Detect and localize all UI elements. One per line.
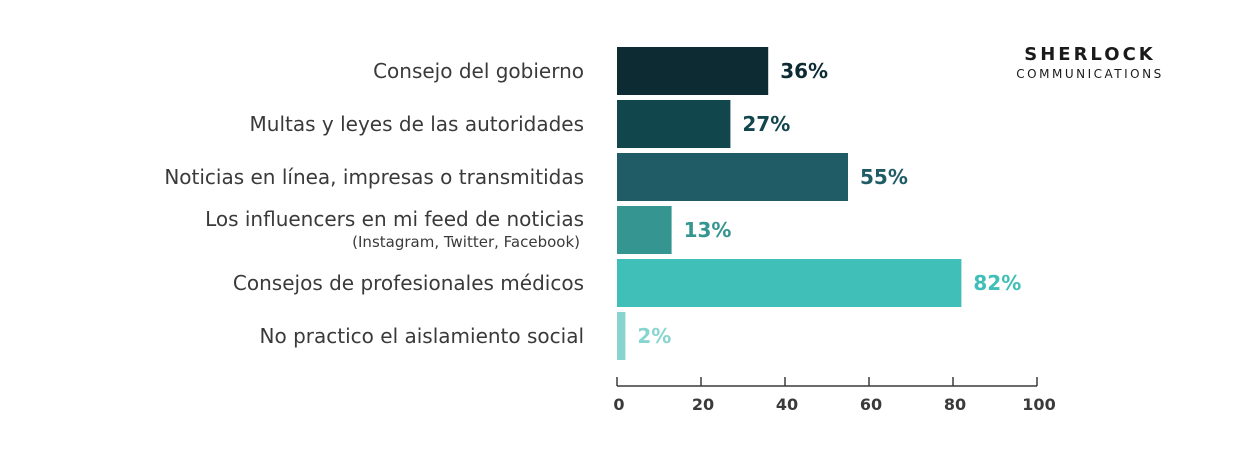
- logo-line2: COMMUNICATIONS: [1016, 67, 1164, 81]
- x-tick-label: 0: [613, 395, 624, 414]
- category-label: Consejos de profesionales médicos: [233, 271, 584, 295]
- value-label: 82%: [973, 271, 1021, 295]
- bar: [617, 312, 626, 360]
- x-tick-label: 40: [776, 395, 798, 414]
- bar: [617, 206, 672, 254]
- category-sublabel: (Instagram, Twitter, Facebook): [352, 233, 580, 251]
- category-label: No practico el aislamiento social: [260, 324, 584, 348]
- x-tick-label: 80: [944, 395, 966, 414]
- x-tick-label: 20: [692, 395, 714, 414]
- value-label: 36%: [780, 59, 828, 83]
- bar: [617, 259, 962, 307]
- bar: [617, 100, 731, 148]
- x-tick-label: 60: [860, 395, 882, 414]
- bar: [617, 153, 848, 201]
- category-label: Los influencers en mi feed de noticias: [205, 207, 584, 231]
- logo-line1: SHERLOCK: [1024, 44, 1156, 65]
- x-tick-label: 100: [1022, 395, 1055, 414]
- value-label: 27%: [742, 112, 790, 136]
- bars: [617, 47, 962, 360]
- value-label: 2%: [637, 324, 671, 348]
- value-label: 13%: [684, 218, 732, 242]
- category-label: Multas y leyes de las autoridades: [250, 112, 584, 136]
- category-labels: Consejo del gobierno Multas y leyes de la…: [164, 59, 584, 348]
- category-label: Consejo del gobierno: [373, 59, 584, 83]
- sherlock-logo: SHERLOCK COMMUNICATIONS: [1000, 44, 1180, 81]
- value-labels: 36% 27% 55% 13% 82% 2%: [637, 59, 1021, 348]
- x-axis: 0 20 40 60 80 100: [613, 377, 1056, 414]
- bar: [617, 47, 769, 95]
- value-label: 55%: [860, 165, 908, 189]
- category-label: Noticias en línea, impresas o transmitid…: [164, 165, 584, 189]
